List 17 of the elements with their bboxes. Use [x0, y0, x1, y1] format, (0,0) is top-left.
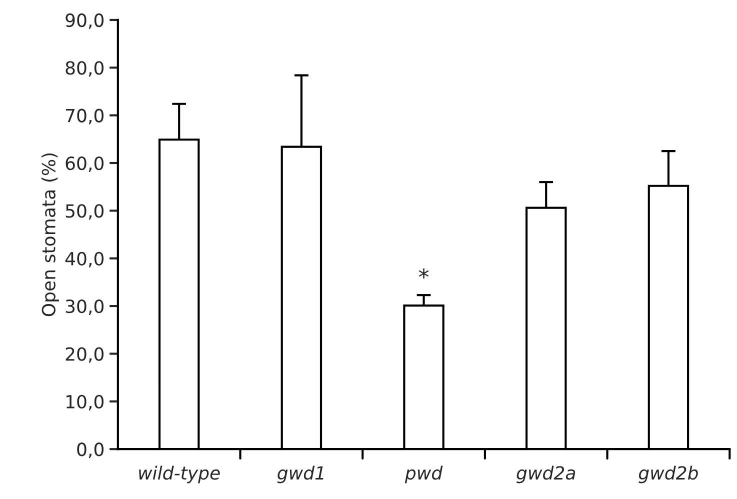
- annotation: *: [418, 268, 429, 279]
- y-tick-label: 50,0: [66, 204, 104, 220]
- x-tick-label: wild-type: [139, 466, 220, 484]
- y-tick-label: 0,0: [77, 442, 104, 458]
- x-tick-label: gwd1: [277, 466, 324, 484]
- y-tick-label: 90,0: [66, 13, 104, 29]
- y-tick-label: 60,0: [66, 156, 104, 172]
- x-tick-label: gwd2a: [516, 466, 576, 484]
- y-tick-label: 70,0: [66, 108, 104, 124]
- y-axis-title: Open stomata (%): [42, 153, 59, 316]
- x-tick-label: pwd: [404, 466, 443, 484]
- y-tick-label: 30,0: [66, 300, 104, 316]
- y-tick-label: 10,0: [66, 394, 104, 410]
- y-tick-label: 40,0: [65, 252, 104, 268]
- y-tick-label: 80,0: [66, 61, 104, 77]
- y-tick-label: 20,0: [66, 347, 104, 363]
- x-tick-label: gwd2b: [638, 466, 698, 484]
